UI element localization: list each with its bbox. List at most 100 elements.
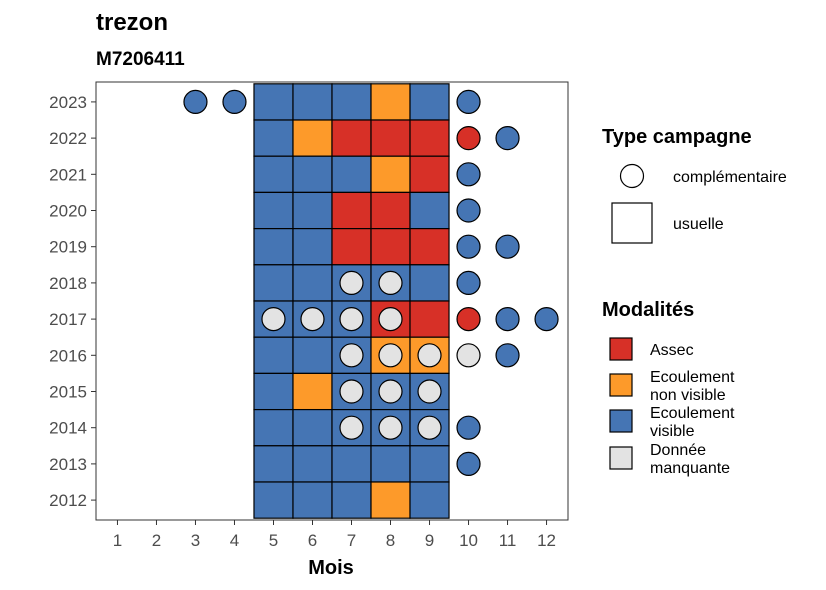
tile-2023-8	[370, 83, 411, 121]
tile-2019-9	[409, 228, 450, 266]
y-axis: 2012 2013 2014 2015 2016 2017 2018 2019 2020 2021…	[49, 93, 96, 510]
legend-key-ecnv	[609, 373, 633, 397]
tile-2019-6	[292, 228, 333, 266]
tile-2019-8	[370, 228, 411, 266]
point-2017-10	[456, 306, 481, 332]
tile-2020-8	[370, 191, 411, 230]
tile-2018-5	[253, 264, 294, 302]
tile-2023-7	[331, 83, 372, 121]
legend-label-complementaire: complémentaire	[673, 169, 787, 186]
y-tick-label: 2019	[49, 238, 87, 257]
tile-2012-9	[409, 481, 450, 519]
tile-2013-8	[370, 445, 411, 483]
point-2017-8	[378, 306, 403, 332]
tile-2013-5	[253, 445, 294, 483]
x-tick-label: 11	[499, 531, 517, 550]
chart-subtitle: M7206411	[96, 49, 185, 70]
point-2016-10	[456, 343, 481, 368]
y-tick-label: 2016	[49, 346, 87, 365]
tile-2017-9	[409, 300, 450, 338]
y-tick-label: 2015	[49, 382, 87, 401]
tile-2019-7	[331, 228, 372, 266]
y-tick-label: 2020	[49, 202, 87, 221]
legend-label-nd: Donnée	[650, 442, 706, 459]
point-2023-10	[456, 89, 481, 115]
tile-2013-9	[409, 445, 450, 483]
legend-label-ecv: Ecoulement	[650, 405, 735, 422]
tile-2022-9	[409, 119, 450, 157]
tile-2015-5	[253, 372, 294, 411]
point-layer	[183, 89, 559, 476]
tile-2023-5	[253, 83, 294, 121]
legend-label-ecnv: Ecoulement	[650, 369, 735, 386]
point-2014-7	[339, 415, 364, 440]
tile-2012-5	[253, 481, 294, 519]
plot-border	[95, 81, 569, 521]
point-2015-8	[378, 379, 403, 404]
point-2018-10	[456, 270, 481, 296]
y-tick-label: 2021	[49, 165, 87, 184]
legend-key-nd	[609, 446, 633, 470]
y-tick-label: 2018	[49, 274, 87, 293]
x-tick-label: 10	[459, 531, 478, 550]
point-2016-11	[495, 343, 520, 368]
point-2019-11	[495, 234, 520, 259]
point-2020-10	[456, 198, 481, 223]
y-tick-label: 2012	[49, 491, 87, 510]
x-tick-label: 3	[191, 531, 200, 550]
tile-layer	[253, 83, 450, 519]
x-tick-label: 6	[308, 531, 317, 550]
tile-2016-6	[292, 336, 333, 374]
x-axis: 1 2 3 4 5 6 7 8 9 10 11 12	[113, 520, 556, 550]
point-2022-10	[456, 126, 481, 151]
legend-label-nd: manquante	[650, 460, 730, 477]
tile-2018-6	[292, 264, 333, 302]
point-2014-8	[378, 415, 403, 440]
point-2023-3	[183, 89, 208, 115]
legend-key-square	[611, 202, 653, 244]
legend-key-ecv	[609, 409, 633, 433]
point-2017-7	[339, 306, 364, 332]
point-2023-4	[222, 89, 247, 115]
point-2014-10	[456, 415, 481, 440]
tile-2015-6	[292, 372, 333, 411]
tile-2022-7	[331, 119, 372, 157]
tile-2022-6	[292, 119, 333, 157]
y-tick-label: 2023	[49, 93, 87, 112]
x-tick-label: 4	[230, 531, 239, 550]
tile-2020-7	[331, 191, 372, 230]
chart-title: trezon	[96, 9, 168, 36]
tile-2013-7	[331, 445, 372, 483]
tile-2012-6	[292, 481, 333, 519]
point-2017-12	[534, 306, 559, 332]
x-tick-label: 7	[347, 531, 356, 550]
legend-key-circle	[619, 163, 645, 189]
tile-2021-7	[331, 155, 372, 194]
tile-2012-8	[370, 481, 411, 519]
point-2016-9	[417, 343, 442, 368]
legend-key-assec	[609, 337, 633, 361]
x-tick-label: 1	[113, 531, 122, 550]
tile-2016-5	[253, 336, 294, 374]
legend: Type campagne complémentaire usuelle Modali…	[602, 126, 787, 477]
x-axis-label: Mois	[308, 557, 354, 579]
x-tick-label: 9	[425, 531, 434, 550]
tile-2021-8	[370, 155, 411, 194]
tile-2021-6	[292, 155, 333, 194]
x-tick-label: 12	[537, 531, 556, 550]
point-2015-9	[417, 379, 442, 404]
tile-2023-6	[292, 83, 333, 121]
point-2017-5	[261, 306, 286, 332]
legend-label-usuelle: usuelle	[673, 216, 724, 233]
y-tick-label: 2022	[49, 129, 87, 148]
tile-2018-9	[409, 264, 450, 302]
legend-label-assec: Assec	[650, 342, 694, 359]
tile-2020-5	[253, 191, 294, 230]
point-2018-8	[378, 270, 403, 296]
point-2017-6	[300, 306, 325, 332]
point-2015-7	[339, 379, 364, 404]
x-tick-label: 2	[152, 531, 161, 550]
legend-title-campaign: Type campagne	[602, 126, 752, 148]
point-2014-9	[417, 415, 442, 440]
